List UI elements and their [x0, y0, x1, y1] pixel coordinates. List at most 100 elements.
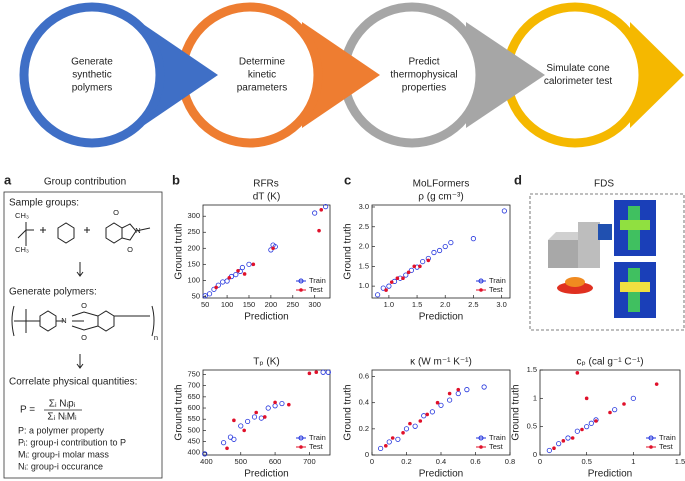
y-tick-label: 700 — [187, 381, 200, 390]
point — [429, 409, 435, 415]
point — [317, 228, 321, 233]
panel-title: FDS — [594, 179, 614, 190]
point — [570, 436, 575, 440]
x-tick-label: 2.0 — [440, 300, 450, 309]
point — [325, 369, 331, 375]
point — [442, 243, 448, 250]
flow-text: Predict — [408, 57, 439, 68]
panel-label: a — [4, 172, 12, 187]
point — [378, 445, 384, 452]
point — [384, 444, 388, 448]
point — [215, 282, 221, 288]
x-tick-label: 1 — [631, 457, 635, 466]
point — [420, 258, 426, 265]
point — [214, 285, 218, 290]
point — [220, 279, 226, 285]
point — [251, 262, 256, 267]
y-tick-label: 1 — [533, 393, 537, 402]
point — [431, 249, 437, 256]
y-axis-label: Ground truth — [174, 384, 185, 440]
point — [232, 418, 236, 423]
point — [456, 387, 461, 392]
point — [406, 270, 411, 275]
x-tick-label: 50 — [201, 300, 209, 309]
y-tick-label: 300 — [187, 211, 200, 220]
y-tick-label: 0.5 — [527, 422, 537, 431]
flow-text: kinetic — [248, 70, 276, 81]
chem-label: O — [113, 208, 119, 217]
legend-label: Test — [309, 285, 324, 294]
chart-title: cₚ (cal g⁻¹ C⁻¹) — [576, 357, 643, 368]
point — [408, 267, 415, 273]
point — [470, 236, 476, 242]
flow-arrow — [630, 22, 684, 128]
x-tick-label: 100 — [221, 300, 234, 309]
plot-frame — [202, 204, 331, 299]
definition: P: a polymer property — [18, 425, 105, 435]
ring — [97, 310, 115, 332]
definition: Pᵢ: group-i contribution to P — [18, 437, 126, 447]
legend-marker — [298, 278, 304, 284]
point — [386, 439, 392, 445]
point — [447, 397, 453, 403]
plot-frame — [539, 369, 681, 456]
point — [202, 451, 208, 457]
legend-label: Test — [309, 442, 324, 451]
step-text: Generate polymers: — [9, 287, 97, 298]
y-tick-label: 2.5 — [359, 222, 369, 231]
y-tick-label: 0 — [533, 450, 537, 459]
point — [239, 264, 246, 271]
step-text: Sample groups: — [9, 198, 79, 209]
point — [594, 419, 598, 423]
point — [224, 278, 230, 284]
point — [412, 423, 418, 429]
x-tick-label: 600 — [269, 457, 282, 466]
flow-text: parameters — [237, 83, 288, 94]
panel-title: MoLFormers — [413, 179, 470, 190]
chem-label: N — [61, 316, 66, 325]
plot-frame — [202, 369, 331, 456]
point — [242, 428, 246, 433]
point — [436, 247, 443, 254]
point — [584, 424, 590, 430]
x-axis-label: Prediction — [244, 312, 288, 323]
chem-structures — [11, 222, 155, 369]
y-tick-label: 150 — [187, 259, 200, 268]
point — [418, 264, 422, 269]
chart-title: κ (W m⁻¹ K⁻¹) — [410, 357, 472, 368]
formula-num: Σᵢ Nᵢpᵢ — [49, 399, 76, 410]
x-tick-label: 3.0 — [496, 300, 506, 309]
point — [314, 370, 319, 375]
flow-text: synthetic — [72, 70, 111, 81]
flow-arrow — [466, 22, 545, 128]
block — [598, 224, 612, 240]
point — [464, 387, 470, 393]
y-tick-label: 100 — [187, 275, 200, 284]
y-tick-label: 650 — [187, 392, 200, 401]
point — [654, 382, 659, 386]
flame — [565, 277, 585, 287]
point — [211, 286, 217, 292]
flow-text: Determine — [239, 57, 286, 68]
point — [375, 292, 381, 298]
x-axis-label: Prediction — [419, 312, 463, 323]
x-tick-label: 0.5 — [581, 457, 591, 466]
point — [556, 441, 562, 447]
flow-ring — [19, 2, 165, 148]
point — [438, 402, 444, 408]
x-tick-label: 1.5 — [675, 457, 685, 466]
x-axis-label: Prediction — [419, 469, 463, 480]
point — [418, 419, 423, 423]
x-tick-label: 0 — [538, 457, 542, 466]
legend-marker — [479, 288, 483, 292]
legend-marker — [299, 445, 303, 449]
x-tick-label: 300 — [308, 300, 321, 309]
chem-label: O — [81, 301, 87, 310]
point — [265, 405, 271, 411]
point — [588, 420, 594, 426]
legend-marker — [648, 435, 654, 441]
legend-marker — [649, 445, 653, 449]
point — [233, 271, 239, 278]
point — [403, 426, 410, 432]
chem-label: CH₃ — [15, 211, 29, 220]
